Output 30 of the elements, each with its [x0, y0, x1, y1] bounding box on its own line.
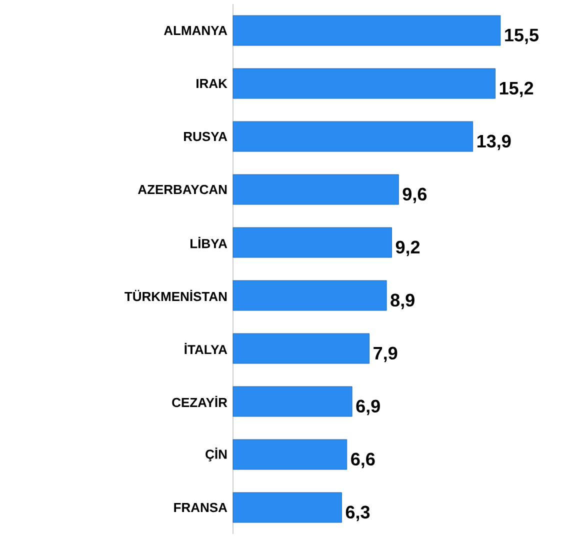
bar: [232, 280, 387, 311]
bar: [232, 68, 496, 99]
y-tick-label: FRANSA: [174, 502, 228, 512]
data-label: 6,6: [351, 452, 375, 468]
y-tick-label: ALMANYA: [164, 26, 228, 35]
bar: [232, 386, 352, 417]
bar: [232, 227, 392, 258]
data-label: 9,2: [396, 240, 420, 256]
y-tick-label: TÜRKMENİSTAN: [124, 290, 227, 302]
bar: [232, 333, 370, 364]
data-label: 6,3: [346, 506, 370, 522]
bar: [232, 174, 399, 205]
y-tick-label: RUSYA: [184, 132, 228, 142]
data-label: 6,9: [356, 400, 380, 416]
y-tick-label: IRAK: [196, 79, 228, 88]
data-label: 15,2: [500, 82, 534, 98]
data-label: 8,9: [390, 294, 414, 310]
bar: [232, 439, 348, 470]
data-label: 7,9: [374, 346, 398, 362]
bar: [232, 15, 501, 46]
y-tick-label: CEZAYİR: [172, 396, 228, 408]
y-tick-label: İTALYA: [184, 342, 228, 354]
data-label: 15,5: [505, 28, 539, 44]
y-tick-label: ÇİN: [206, 448, 227, 462]
bar: [232, 121, 474, 152]
y-tick-label: LİBYA: [190, 236, 228, 248]
data-label: 13,9: [477, 134, 511, 150]
data-label: 9,6: [402, 188, 427, 204]
y-tick-label: AZERBAYCAN: [138, 184, 227, 194]
bar: [232, 492, 342, 523]
